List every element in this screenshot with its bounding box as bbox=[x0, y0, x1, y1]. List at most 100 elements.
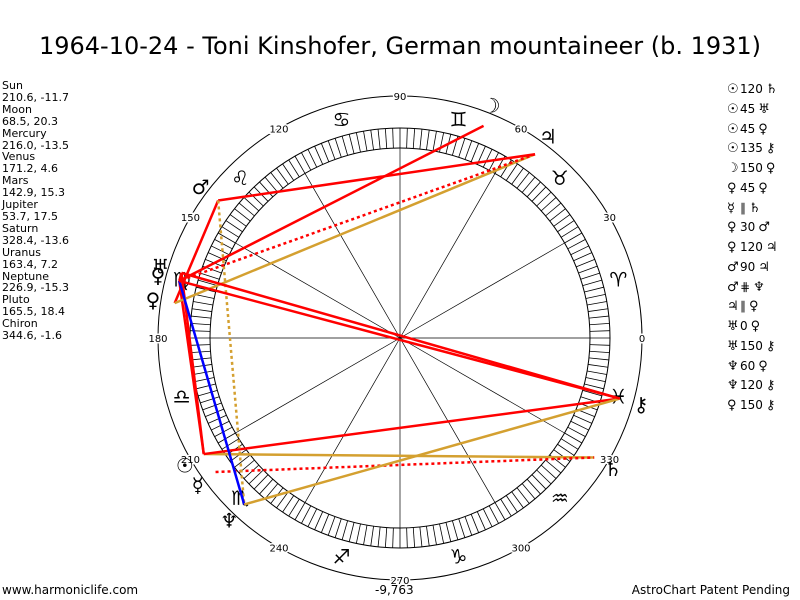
aspect-line bbox=[203, 397, 620, 456]
degree-tick bbox=[545, 202, 562, 217]
aspect-line bbox=[178, 280, 205, 455]
aspect-planet-a: ☉ bbox=[727, 141, 739, 157]
degree-tick bbox=[482, 149, 493, 168]
aspect-value: ∥ bbox=[740, 200, 746, 215]
aspect-planet-b: ♃ bbox=[765, 240, 778, 255]
footer-website: www.harmoniclife.com bbox=[2, 583, 139, 597]
degree-tick bbox=[327, 140, 336, 160]
aspect-planet-a: ♂ bbox=[727, 279, 739, 295]
degree-tick bbox=[348, 522, 355, 542]
degree-tick bbox=[511, 491, 524, 509]
zodiac-sign-glyph: ♋ bbox=[333, 108, 351, 132]
aspect-value: 60 bbox=[740, 358, 756, 373]
degree-tick bbox=[264, 483, 279, 500]
degree-tick bbox=[589, 330, 610, 332]
aspect-planet-b: ♃ bbox=[758, 259, 770, 275]
planet-name: Sun bbox=[2, 79, 23, 92]
degree-tick bbox=[314, 145, 324, 165]
planet-coords: 344.6, -1.6 bbox=[2, 329, 62, 343]
aspect-planet-a: ♃ bbox=[727, 299, 739, 315]
degree-label: 150 bbox=[181, 213, 200, 224]
aspect-value: 150 bbox=[740, 161, 763, 175]
degree-tick bbox=[200, 272, 220, 280]
degree-tick bbox=[198, 279, 218, 287]
aspect-planet-b: ⚷ bbox=[765, 378, 776, 394]
aspect-value: 120 bbox=[740, 240, 763, 254]
planet-glyph: ♅ bbox=[151, 255, 169, 279]
degree-tick bbox=[406, 128, 408, 149]
degree-tick bbox=[573, 414, 593, 424]
degree-tick bbox=[505, 163, 518, 181]
degree-tick bbox=[341, 520, 349, 540]
degree-tick bbox=[406, 527, 408, 548]
degree-tick bbox=[531, 186, 547, 202]
degree-tick bbox=[445, 522, 452, 542]
degree-tick bbox=[243, 464, 260, 479]
sign-spoke bbox=[399, 337, 565, 434]
degree-label: 180 bbox=[148, 334, 167, 345]
planet-name: Mercury bbox=[2, 126, 47, 140]
aspect-planet-a: ♀ bbox=[727, 398, 737, 413]
aspect-planet-a: ☉ bbox=[727, 101, 739, 117]
sign-spoke bbox=[304, 173, 401, 339]
aspect-line bbox=[178, 153, 536, 283]
degree-tick bbox=[482, 508, 493, 527]
degree-tick bbox=[536, 191, 552, 207]
degree-tick bbox=[348, 134, 355, 154]
planet-glyph: ♄ bbox=[604, 457, 622, 481]
degree-tick bbox=[288, 159, 300, 178]
sign-spoke bbox=[235, 337, 401, 434]
zodiac-sign-glyph: ♎ bbox=[173, 384, 191, 408]
aspect-row: ♂⋕ ♆ bbox=[727, 278, 800, 298]
aspect-planet-b: ♀ bbox=[758, 358, 768, 374]
planet-name: Uranus bbox=[2, 245, 41, 259]
degree-tick bbox=[488, 505, 499, 524]
degree-tick bbox=[570, 420, 589, 431]
aspect-row: ♂90 ♃ bbox=[727, 258, 800, 278]
aspect-planet-a: ♆ bbox=[727, 378, 739, 394]
degree-tick bbox=[576, 258, 595, 268]
degree-tick bbox=[573, 252, 593, 262]
planet-coords: 328.4, -13.6 bbox=[2, 233, 69, 247]
aspect-planet-a: ☉ bbox=[727, 82, 739, 97]
aspect-planet-a: ♆ bbox=[727, 358, 739, 374]
aspect-line bbox=[178, 124, 485, 283]
aspect-planet-b: ♀ bbox=[758, 121, 768, 137]
degree-tick bbox=[355, 132, 361, 153]
aspect-line bbox=[216, 200, 246, 505]
degree-tick bbox=[511, 167, 524, 185]
degree-tick bbox=[545, 459, 562, 474]
aspect-row: ☉45 ♅ bbox=[727, 100, 800, 120]
zodiac-sign-glyph: ♉ bbox=[551, 166, 569, 190]
aspect-line bbox=[174, 153, 536, 305]
degree-tick bbox=[560, 438, 579, 450]
planet-coords: 226.9, -15.3 bbox=[2, 281, 69, 295]
degree-tick bbox=[412, 128, 416, 149]
degree-tick bbox=[276, 491, 289, 509]
degree-tick bbox=[198, 389, 218, 397]
planet-name: Mars bbox=[2, 174, 29, 188]
degree-tick bbox=[384, 527, 388, 548]
planet-name: Jupiter bbox=[2, 198, 38, 212]
degree-tick bbox=[426, 526, 430, 547]
degree-tick bbox=[191, 308, 212, 312]
planet-name: Chiron bbox=[2, 317, 38, 331]
degree-tick bbox=[243, 197, 260, 212]
degree-tick bbox=[221, 226, 240, 238]
planet-glyph: ♂ bbox=[192, 175, 210, 199]
planet-coords: 210.6, -11.7 bbox=[2, 90, 69, 104]
degree-tick bbox=[540, 197, 557, 212]
aspect-row: ☉120 ♄ bbox=[727, 80, 800, 100]
sign-spoke bbox=[399, 337, 496, 503]
degree-tick bbox=[217, 432, 236, 444]
degree-tick bbox=[248, 469, 264, 485]
degree-tick bbox=[259, 478, 274, 495]
degree-tick bbox=[589, 350, 610, 354]
degree-tick bbox=[560, 226, 579, 238]
degree-tick bbox=[470, 514, 480, 533]
footer-value: -9,763 bbox=[375, 583, 414, 597]
degree-tick bbox=[294, 502, 306, 521]
degree-tick bbox=[521, 176, 536, 193]
degree-tick bbox=[334, 138, 342, 158]
